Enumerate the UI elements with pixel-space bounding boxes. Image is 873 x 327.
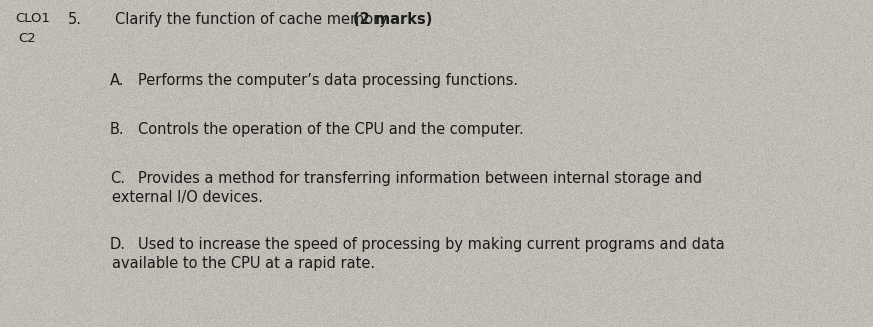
Text: C.: C. [110, 171, 125, 186]
Text: B.: B. [110, 122, 125, 137]
Text: 5.: 5. [68, 12, 82, 27]
Text: Provides a method for transferring information between internal storage and: Provides a method for transferring infor… [138, 171, 702, 186]
Text: Controls the operation of the CPU and the computer.: Controls the operation of the CPU and th… [138, 122, 524, 137]
Text: CLO1: CLO1 [15, 12, 50, 25]
Text: D.: D. [110, 237, 126, 252]
Text: (2 marks): (2 marks) [353, 12, 432, 27]
Text: A.: A. [110, 73, 125, 88]
Text: available to the CPU at a rapid rate.: available to the CPU at a rapid rate. [112, 256, 375, 271]
Text: Performs the computer’s data processing functions.: Performs the computer’s data processing … [138, 73, 518, 88]
Text: Clarify the function of cache memory.: Clarify the function of cache memory. [115, 12, 395, 27]
Text: external I/O devices.: external I/O devices. [112, 190, 263, 205]
Text: Used to increase the speed of processing by making current programs and data: Used to increase the speed of processing… [138, 237, 725, 252]
Text: C2: C2 [18, 32, 36, 45]
